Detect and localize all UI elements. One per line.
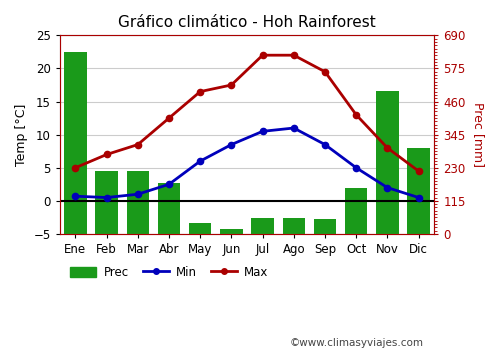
Bar	[314, 219, 336, 234]
Bar	[126, 170, 149, 234]
Bar	[158, 183, 180, 234]
Text: ©www.climasyviajes.com: ©www.climasyviajes.com	[290, 338, 424, 348]
Legend: Prec, Min, Max: Prec, Min, Max	[66, 261, 273, 284]
Bar	[376, 91, 398, 234]
Bar	[282, 218, 305, 234]
Title: Gráfico climático - Hoh Rainforest: Gráfico climático - Hoh Rainforest	[118, 15, 376, 30]
Bar	[220, 229, 242, 234]
Bar	[252, 218, 274, 234]
Bar	[189, 223, 212, 234]
Y-axis label: Temp [°C]: Temp [°C]	[15, 104, 28, 166]
Bar	[408, 148, 430, 234]
Y-axis label: Prec [mm]: Prec [mm]	[472, 102, 485, 167]
Bar	[96, 170, 118, 234]
Bar	[64, 52, 86, 234]
Bar	[345, 188, 368, 234]
